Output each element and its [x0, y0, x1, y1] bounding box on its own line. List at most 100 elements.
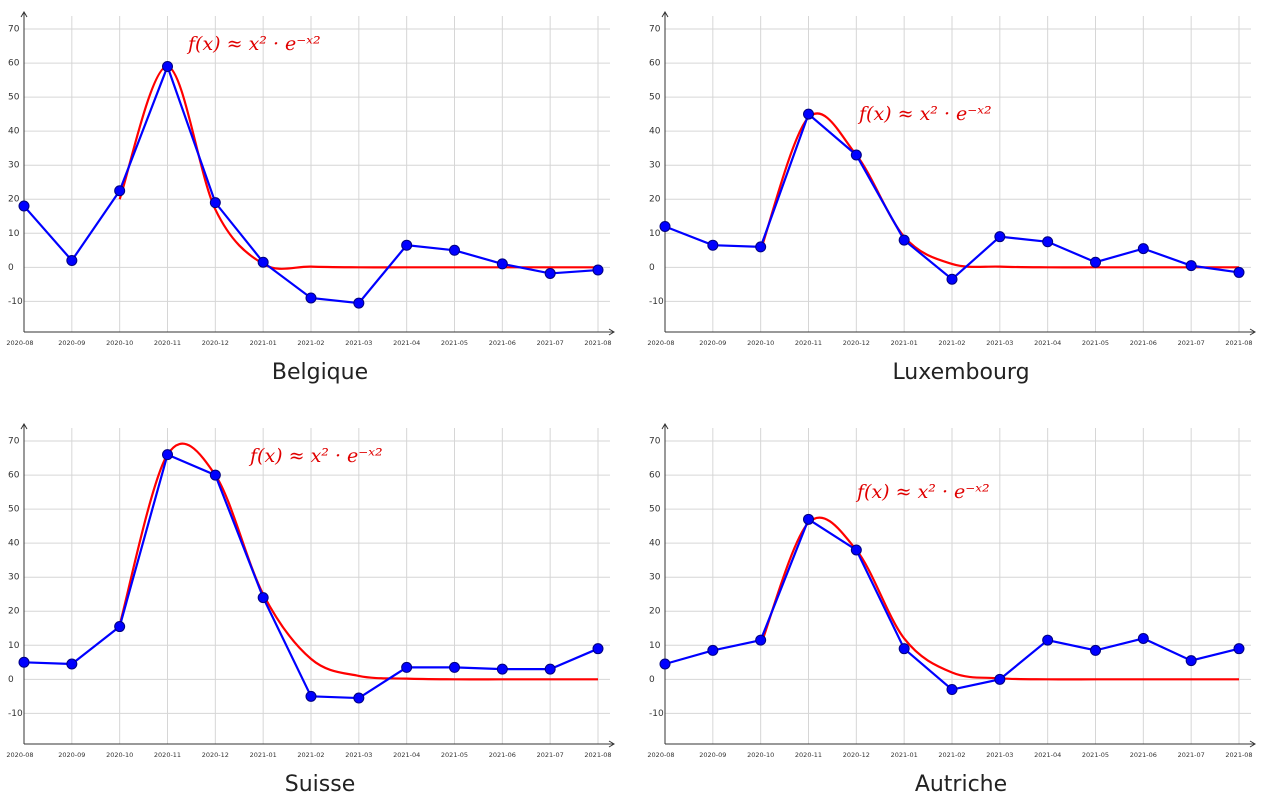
x-tick-label: 2020-08: [647, 339, 674, 347]
data-point: [994, 673, 1006, 685]
x-tick-label: 2020-09: [58, 339, 85, 347]
data-point: [1233, 266, 1245, 278]
x-tick-label: 2021-05: [441, 339, 468, 347]
y-tick-label: 70: [8, 25, 20, 35]
x-axis-arrow: [1249, 740, 1256, 748]
y-tick-label: 50: [649, 505, 661, 515]
data-point: [449, 244, 460, 256]
y-tick-label: -10: [649, 297, 664, 307]
chart-title: Autriche: [915, 772, 1007, 796]
x-tick-label: 2021-07: [1178, 339, 1205, 347]
x-tick-label: 2021-08: [1225, 751, 1252, 759]
x-tick-label: 2021-03: [986, 339, 1013, 347]
data-point: [803, 513, 814, 525]
data-point: [755, 241, 767, 253]
line-chart: -10 0 10 20 30 40 50 60 70 2020-08 2020-09 2020-10 2…: [647, 423, 1256, 796]
y-axis-arrow: [661, 11, 669, 18]
data-point: [353, 297, 365, 309]
data-point: [18, 656, 30, 668]
x-tick-label: 2021-05: [1082, 751, 1109, 759]
data-point: [114, 621, 126, 633]
data-point: [659, 220, 671, 232]
data-point: [209, 197, 221, 209]
annotation: f(x) ≈ x² · e⁻ˣ²: [855, 481, 990, 503]
y-tick-label: 50: [649, 93, 661, 103]
x-tick-label: 2021-05: [441, 751, 468, 759]
chart-title: Belgique: [272, 360, 368, 385]
y-tick-label: 30: [649, 573, 661, 583]
x-tick-label: 2021-01: [891, 339, 918, 347]
x-axis-arrow: [608, 328, 615, 336]
y-tick-label: 70: [649, 437, 661, 447]
x-tick-label: 2020-10: [747, 339, 774, 347]
y-axis-arrow: [661, 423, 669, 430]
data-point: [1185, 260, 1197, 272]
y-tick-label: 0: [649, 675, 655, 685]
y-tick-label: 20: [8, 607, 20, 617]
y-tick-label: 10: [649, 229, 661, 239]
x-tick-label: 2021-06: [489, 339, 516, 347]
data-point: [18, 200, 30, 212]
data-point: [1090, 644, 1101, 656]
x-tick-label: 2021-06: [1130, 751, 1157, 759]
data-point: [592, 643, 604, 655]
annotation: f(x) ≈ x² · e⁻ˣ²: [857, 103, 992, 125]
x-tick-label: 2021-08: [584, 339, 611, 347]
x-tick-label: 2021-04: [1034, 339, 1061, 347]
y-tick-label: 60: [8, 471, 20, 481]
data-point: [850, 544, 862, 556]
data-point: [305, 690, 317, 702]
data-point: [707, 239, 719, 251]
data-point: [544, 267, 556, 279]
x-tick-label: 2021-01: [250, 339, 277, 347]
data-point: [1042, 634, 1054, 646]
data-point: [1185, 655, 1197, 667]
data-point: [946, 684, 958, 696]
line-chart: -10 0 10 20 30 40 50 60 70 2020-08 2020-09 2020-10 2…: [6, 423, 615, 796]
x-tick-label: 2021-01: [250, 751, 277, 759]
data-point: [803, 108, 814, 120]
data-point: [946, 273, 958, 285]
x-tick-label: 2021-03: [345, 751, 372, 759]
y-tick-label: 20: [649, 195, 661, 205]
y-tick-label: 40: [8, 539, 20, 549]
series-line: [118, 442, 598, 681]
series-line: [759, 112, 1239, 269]
x-tick-label: 2020-09: [699, 339, 726, 347]
data-point: [659, 658, 671, 670]
x-tick-label: 2021-07: [1178, 751, 1205, 759]
y-tick-label: 30: [649, 161, 661, 171]
x-axis-arrow: [608, 740, 615, 748]
x-tick-label: 2021-02: [297, 339, 324, 347]
data-point: [66, 255, 78, 267]
y-tick-label: 20: [649, 607, 661, 617]
x-tick-label: 2021-04: [1034, 751, 1061, 759]
y-tick-label: 10: [8, 641, 20, 651]
data-point: [496, 663, 508, 675]
y-tick-label: 50: [8, 93, 20, 103]
y-tick-label: 40: [8, 127, 20, 137]
data-point: [755, 634, 767, 646]
x-tick-label: 2021-08: [1225, 339, 1252, 347]
data-point: [449, 661, 460, 673]
data-point: [66, 658, 78, 670]
chart-title: Suisse: [285, 772, 355, 796]
x-tick-label: 2021-02: [938, 751, 965, 759]
data-point: [592, 264, 604, 276]
data-point: [114, 185, 126, 197]
y-axis-arrow: [20, 423, 28, 430]
data-point: [1137, 632, 1149, 644]
y-tick-label: 70: [8, 437, 20, 447]
data-point: [162, 449, 173, 461]
x-tick-label: 2020-09: [58, 751, 85, 759]
x-tick-label: 2020-09: [699, 751, 726, 759]
y-tick-label: 40: [649, 127, 661, 137]
y-tick-label: 60: [8, 59, 20, 69]
y-tick-label: 70: [649, 25, 661, 35]
data-point: [850, 149, 862, 161]
x-tick-label: 2021-01: [891, 751, 918, 759]
x-tick-label: 2020-11: [154, 751, 181, 759]
x-tick-label: 2020-11: [795, 751, 822, 759]
y-tick-label: -10: [8, 297, 23, 307]
